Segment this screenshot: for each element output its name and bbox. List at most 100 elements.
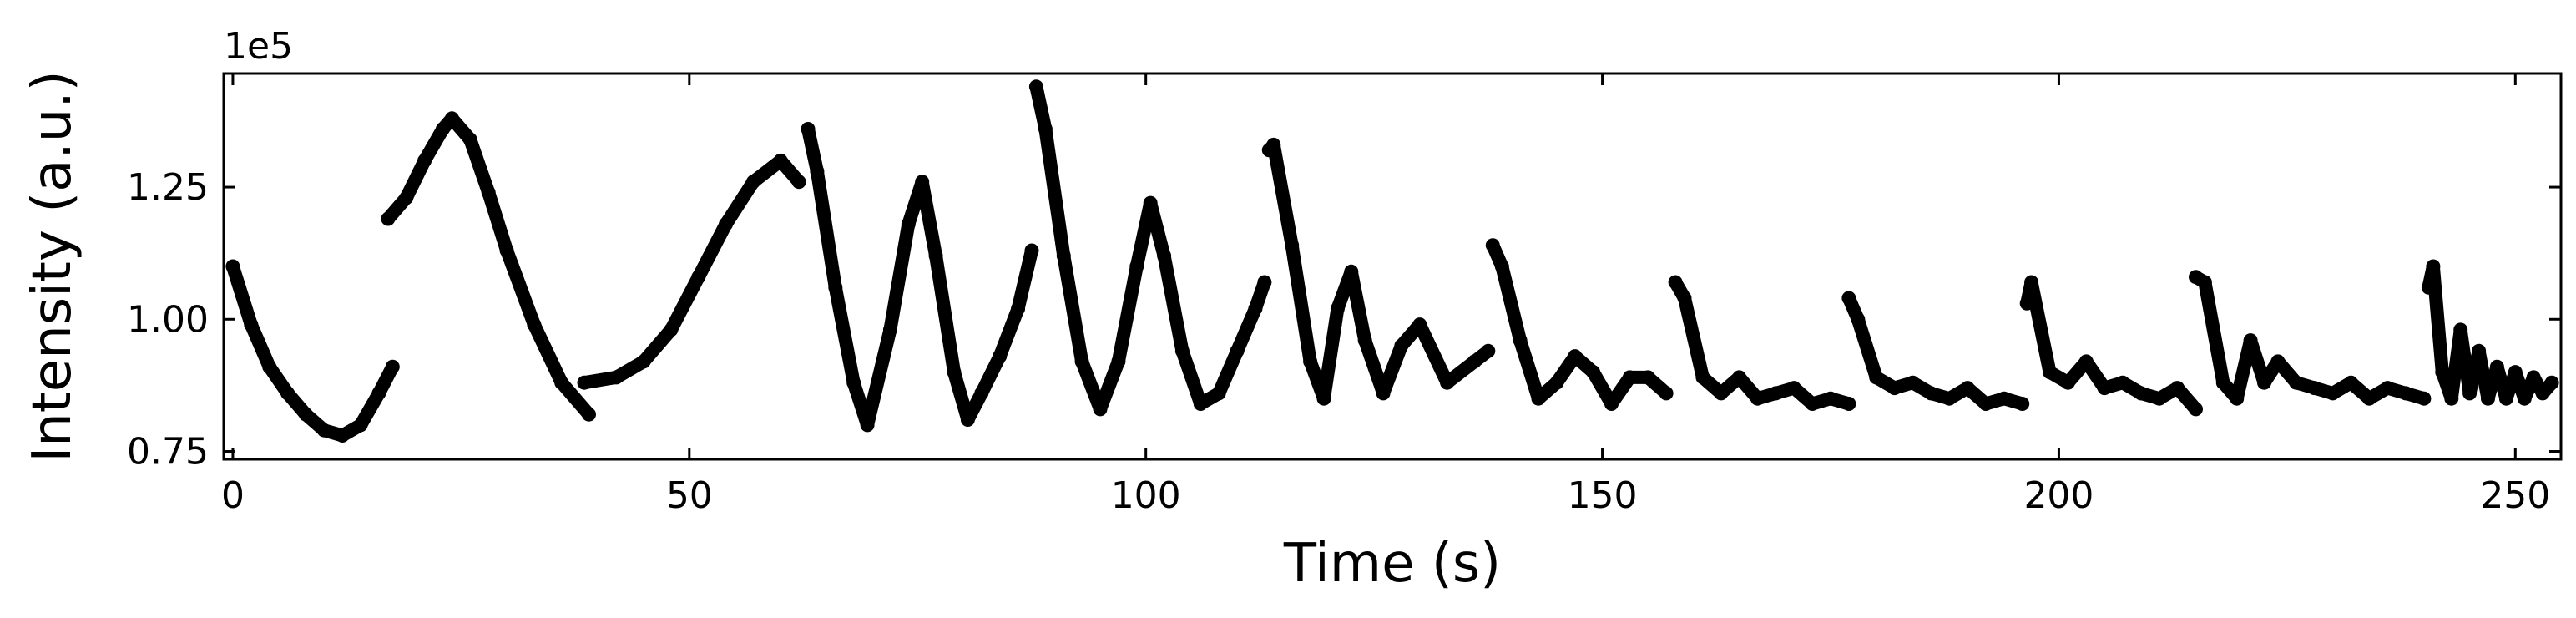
x-tick-label: 150	[1568, 474, 1638, 517]
data-point	[399, 190, 414, 205]
data-point	[1841, 397, 1856, 411]
data-point	[691, 270, 706, 285]
data-point	[2435, 365, 2450, 380]
data-point	[381, 211, 396, 226]
data-point	[1714, 386, 1729, 401]
x-tick-label: 250	[2480, 474, 2550, 517]
data-point	[582, 407, 596, 422]
data-point	[993, 349, 1008, 364]
data-point	[417, 153, 432, 168]
data-point	[577, 375, 592, 390]
data-point	[316, 423, 331, 438]
data-point	[2307, 381, 2322, 396]
data-point	[2361, 391, 2376, 406]
data-point	[462, 132, 477, 147]
data-point	[1316, 391, 1331, 406]
data-point	[810, 164, 825, 179]
data-point	[2498, 391, 2513, 406]
data-point	[2289, 375, 2304, 390]
series-9	[1841, 291, 2030, 411]
data-point	[1481, 343, 1496, 358]
data-point	[2444, 391, 2459, 406]
data-point	[719, 216, 734, 231]
data-point	[2421, 280, 2436, 295]
data-point	[2024, 275, 2039, 290]
data-point	[1695, 370, 1710, 385]
data-point	[1923, 386, 1938, 401]
data-point	[1248, 301, 1263, 317]
data-point	[1851, 312, 1866, 327]
data-point	[1211, 386, 1226, 401]
data-point	[1157, 248, 1172, 263]
data-point	[1869, 370, 1884, 385]
data-point	[554, 375, 569, 390]
data-point	[1129, 259, 1144, 274]
data-point	[636, 354, 651, 369]
data-point	[499, 243, 514, 258]
data-point	[1074, 354, 1089, 369]
series-8	[1668, 275, 1856, 411]
x-tick-label: 0	[221, 474, 245, 517]
data-point	[609, 370, 624, 385]
series-2	[381, 111, 596, 422]
series-line	[225, 260, 400, 443]
plot-frame	[222, 72, 2563, 461]
data-point	[1659, 386, 1674, 401]
data-point	[1549, 375, 1564, 390]
data-point	[1303, 354, 1318, 369]
data-point	[2343, 375, 2358, 390]
data-point	[1440, 375, 1455, 390]
data-point	[1230, 343, 1245, 358]
data-point	[244, 317, 259, 332]
data-point	[2243, 333, 2258, 348]
data-point	[2215, 375, 2230, 390]
data-point	[1640, 370, 1655, 385]
data-point	[2189, 402, 2203, 417]
data-point	[1174, 343, 1190, 358]
data-point	[481, 185, 496, 200]
data-point	[2453, 322, 2468, 337]
data-point	[225, 259, 240, 274]
data-point	[974, 386, 989, 401]
data-point	[1028, 79, 1043, 94]
data-point	[2060, 375, 2075, 390]
data-point	[860, 418, 875, 433]
series-4	[801, 122, 1039, 433]
data-point	[1732, 370, 1747, 385]
data-point	[1668, 275, 1683, 290]
y-tick-label: 0.75	[127, 431, 209, 474]
data-point	[928, 248, 943, 263]
data-point	[2380, 381, 2395, 396]
series-12	[2421, 259, 2559, 406]
data-point	[1942, 391, 1957, 406]
data-point	[2197, 275, 2212, 290]
data-point	[1330, 301, 1345, 317]
data-point	[1485, 238, 1500, 253]
data-point	[527, 317, 542, 332]
data-point	[846, 375, 861, 390]
data-point	[1586, 365, 1601, 380]
data-point	[2230, 391, 2245, 406]
data-point	[335, 428, 350, 443]
data-point	[2462, 386, 2478, 401]
data-point	[262, 359, 277, 374]
data-point	[1093, 402, 1108, 417]
series-11	[2189, 270, 2432, 406]
data-point	[828, 280, 843, 295]
data-point	[915, 175, 930, 190]
series-6	[1261, 137, 1496, 406]
data-point	[1494, 259, 1509, 274]
series-10	[2019, 275, 2203, 417]
data-point	[2115, 375, 2130, 390]
data-point	[2019, 296, 2034, 311]
data-point	[1750, 391, 1765, 406]
y-axis-ticks: 0.75 1.00 1.25	[127, 166, 2561, 474]
data-point	[2078, 354, 2094, 369]
y-tick-label: 1.00	[127, 298, 209, 341]
data-point	[1887, 381, 1902, 396]
series-line	[1262, 138, 1495, 406]
data-point	[2398, 386, 2413, 401]
series-1	[225, 259, 400, 443]
data-point	[1841, 291, 1856, 306]
